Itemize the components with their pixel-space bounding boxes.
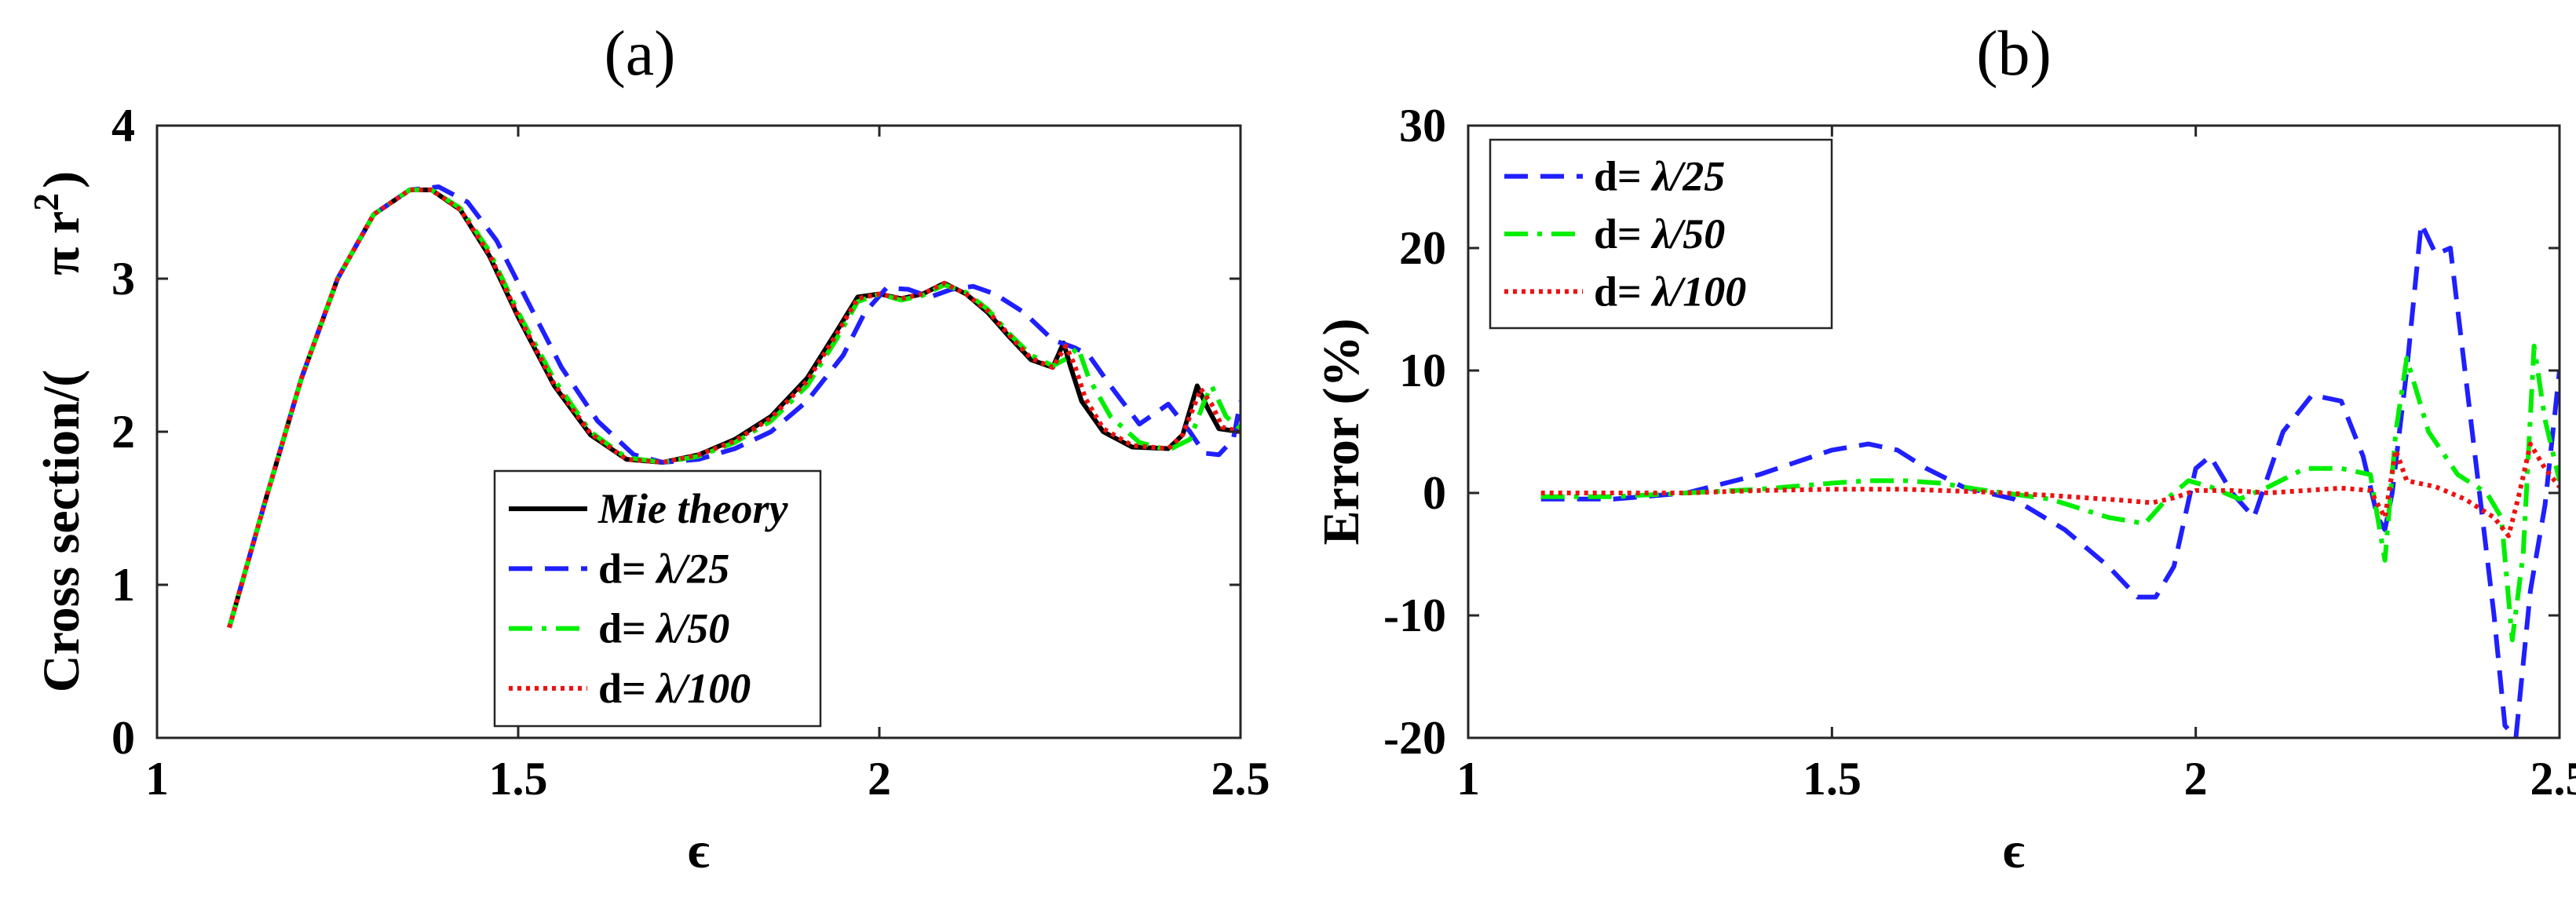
y-tick-label: 1 bbox=[111, 559, 135, 611]
y-tick-label: 0 bbox=[1423, 467, 1446, 519]
y-tick-label: 3 bbox=[111, 253, 135, 305]
x-tick-label: 2.5 bbox=[1211, 753, 1270, 805]
legend-prefix: d= bbox=[1594, 268, 1652, 315]
x-tick-label: 1 bbox=[145, 753, 169, 805]
legend-prefix: d= bbox=[1594, 153, 1652, 200]
series-line-b-2 bbox=[1540, 441, 2560, 538]
x-tick-label: 1 bbox=[1456, 753, 1480, 805]
legend-value: λ/50 bbox=[1650, 210, 1725, 257]
y-axis-label-pi: π r bbox=[33, 211, 90, 276]
y-tick-label: 0 bbox=[111, 712, 135, 764]
y-axis-label-close: ) bbox=[33, 171, 90, 188]
y-tick-label: 10 bbox=[1399, 345, 1446, 396]
legend-label-1: d= λ/25 bbox=[598, 545, 729, 592]
y-tick-label: 4 bbox=[111, 100, 135, 151]
legend-value: λ/25 bbox=[1650, 153, 1725, 200]
legend-label-0: Mie theory bbox=[597, 485, 789, 532]
legend-prefix: d= bbox=[598, 605, 656, 652]
x-tick-label: 2 bbox=[2184, 753, 2208, 805]
y-tick-label: 20 bbox=[1399, 222, 1446, 274]
x-axis-label: ϵ bbox=[688, 822, 710, 879]
x-tick-label: 1.5 bbox=[489, 753, 548, 805]
panel-b: (b) 1 1.5 2 2.5 -20 -10 0 10 20 30 ϵ Error (%) d= λ/2… bbox=[1313, 17, 2576, 879]
legend-prefix: d= bbox=[598, 545, 656, 592]
legend-label-1: d= λ/50 bbox=[1594, 210, 1725, 257]
series-line-b-0 bbox=[1540, 221, 2560, 738]
legend-label-2: d= λ/50 bbox=[598, 605, 729, 652]
series-group bbox=[227, 184, 1240, 629]
legend-value: λ/100 bbox=[655, 665, 751, 712]
legend-box bbox=[493, 469, 822, 728]
x-tick-label: 2 bbox=[868, 753, 891, 805]
y-axis-label-main: Cross section/( bbox=[33, 370, 90, 692]
y-tick-label: 2 bbox=[111, 406, 135, 458]
y-axis-label-exp: 2 bbox=[26, 193, 66, 211]
series-line-a-1 bbox=[227, 184, 1240, 629]
x-axis-label: ϵ bbox=[2003, 822, 2025, 879]
series-line-b-1 bbox=[1540, 343, 2560, 643]
y-axis-label: Cross section/( π r2) bbox=[26, 171, 90, 692]
y-tick-label: -20 bbox=[1383, 712, 1446, 764]
series-group bbox=[1540, 221, 2560, 738]
y-tick-label: 30 bbox=[1399, 100, 1446, 151]
panel-title: (b) bbox=[1976, 17, 2052, 89]
legend-label-2: d= λ/100 bbox=[1594, 268, 1746, 315]
legend-prefix: d= bbox=[598, 665, 656, 712]
panel-title: (a) bbox=[604, 17, 675, 89]
y-tick-label: -10 bbox=[1383, 590, 1446, 641]
series-line-a-3 bbox=[227, 187, 1240, 629]
legend-value: Mie theory bbox=[597, 485, 789, 532]
legend-label-0: d= λ/25 bbox=[1594, 153, 1725, 200]
x-tick-label: 1.5 bbox=[1803, 753, 1862, 805]
legend-value: λ/100 bbox=[1650, 268, 1746, 315]
legend-prefix: d= bbox=[1594, 210, 1652, 257]
legend-box bbox=[1489, 138, 1833, 330]
legend-label-3: d= λ/100 bbox=[598, 665, 751, 712]
y-axis-label: Error (%) bbox=[1313, 319, 1370, 546]
legend: d= λ/25d= λ/50d= λ/100 bbox=[1489, 138, 1833, 330]
x-tick-label: 2.5 bbox=[2530, 753, 2576, 805]
plot-frame bbox=[1467, 124, 2561, 739]
legend-value: λ/50 bbox=[655, 605, 729, 652]
legend-value: λ/25 bbox=[655, 545, 729, 592]
